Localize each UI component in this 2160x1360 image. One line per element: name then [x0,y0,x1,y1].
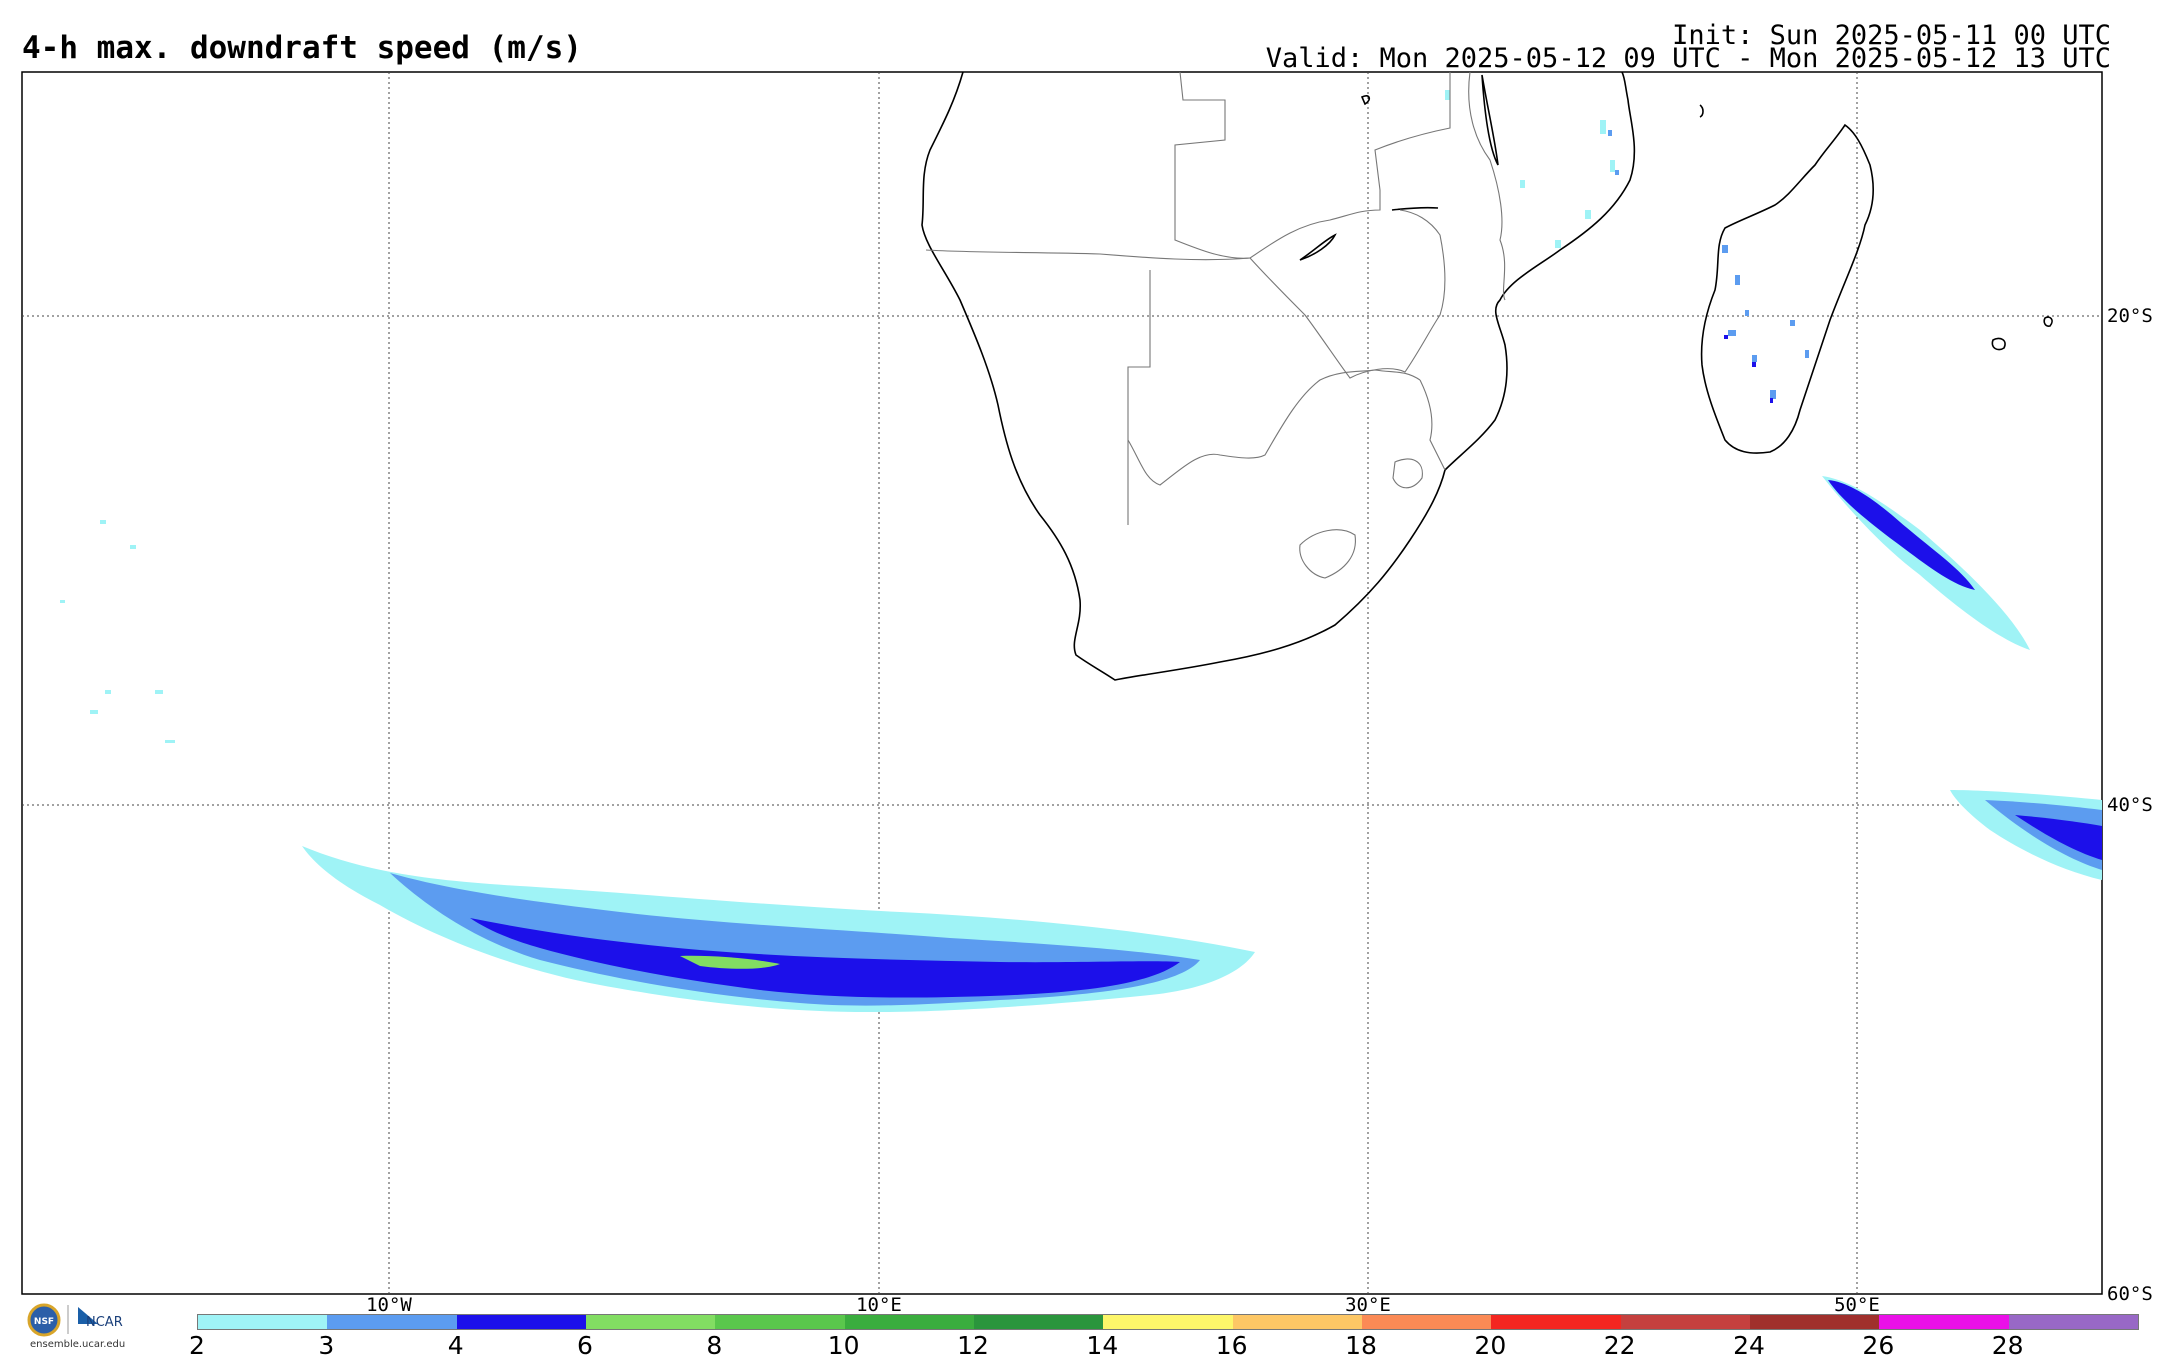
border-zambia [1174,71,1451,259]
lon-label-10w: 10°W [366,1294,412,1316]
graticule [22,72,2102,1294]
coastlines [921,71,2053,681]
color-bar-tick-label: 24 [1733,1331,1765,1360]
color-bar-tick-label: 3 [318,1331,335,1360]
border-lesotho [1299,529,1356,579]
country-borders [925,71,1506,579]
color-bar-tick-label: 20 [1474,1331,1507,1360]
border-malawi [1468,71,1506,301]
mauritius [1991,337,2006,351]
lat-label-20s: 20°S [2107,305,2153,327]
color-bar-tick-label: 26 [1862,1331,1895,1360]
logo-site: ensemble.ucar.edu [30,1339,126,1350]
reunion [2043,316,2053,327]
border-zimbabwe [1249,209,1446,379]
nsf-logo-text: NSF [34,1317,54,1327]
lat-label-60s: 60°S [2107,1283,2153,1305]
lake-malawi [1481,74,1499,166]
mozambique-cells [1445,90,1615,248]
color-bar-segment [585,1315,716,1329]
lat-label-40s: 40°S [2107,794,2153,816]
madagascar-cells [1722,245,1809,399]
color-bar-segment [1879,1315,2009,1329]
color-bar-segment [456,1315,586,1329]
nsf-logo-icon [27,1303,61,1337]
map-title: 4-h max. downdraft speed (m/s) [22,30,582,66]
color-bar [197,1314,2139,1330]
africa-coastline [921,71,1636,681]
lake-kariba [1299,233,1337,261]
color-bar-tick-label: 8 [706,1331,723,1360]
color-bar-tick-label: 6 [577,1331,593,1360]
color-bar-tick-label: 10 [827,1331,860,1360]
ncar-logo-text: NCAR [86,1315,123,1330]
border-mozambique [1419,379,1446,471]
map-frame [21,71,2103,1295]
lon-label-50e: 50°E [1834,1294,1880,1316]
logo: NSF NCAR [27,1303,123,1337]
color-bar-segment [327,1315,457,1329]
madagascar-coastline [1700,123,1875,454]
band-east-dark [2015,815,2102,860]
color-bar-tick-label: 14 [1086,1331,1119,1360]
color-bar-segment [1620,1315,1750,1329]
lake-cahora [1391,206,1439,211]
band-atlantic-dark [470,918,1180,998]
border-eswatini [1392,458,1423,489]
color-bar-tick-label: 28 [1991,1331,2024,1360]
west-atlantic-cells [60,520,175,743]
lon-label-10e: 10°E [856,1294,902,1316]
downdraft-field [60,90,2102,1013]
border-angola-namibia [925,249,1251,261]
color-bar-segment [1361,1315,1492,1329]
color-bar-tick-label: 12 [957,1331,989,1360]
color-bar-segment [715,1315,845,1329]
color-bar-tick-label: 18 [1345,1331,1377,1360]
color-bar-segment [198,1315,328,1329]
lon-label-30e: 30°E [1345,1294,1391,1316]
border-namibia-botswana [1127,270,1151,525]
band-east-mid [1985,800,2102,870]
color-bar-segment [1232,1315,1362,1329]
band-atlantic-green [680,955,780,969]
color-bar-segment [1103,1315,1233,1329]
lake-bangweulu [1360,95,1371,106]
init-time: Init: Sun 2025-05-11 00 UTC [1672,20,2111,51]
color-bar-tick-label: 16 [1215,1331,1248,1360]
color-bar-segment [973,1315,1104,1329]
valid-time: Valid: Mon 2025-05-12 09 UTC - Mon 2025-… [1265,43,2111,74]
color-bar-segment [2008,1315,2138,1329]
color-bar-tick-label: 2 [189,1331,205,1360]
color-bar-segment [1491,1315,1621,1329]
island-comoros [1699,104,1704,118]
color-bar-segment [1749,1315,1880,1329]
ncar-logo-icon [78,1307,98,1324]
color-bar-tick-label: 4 [447,1331,464,1360]
color-bar-tick-label: 22 [1603,1331,1636,1360]
madagascar-dark-cells [1724,335,1773,403]
border-botswana-sa [1127,369,1421,486]
color-bar-segment [844,1315,974,1329]
band-madagascar-se-dark [1828,480,1975,590]
